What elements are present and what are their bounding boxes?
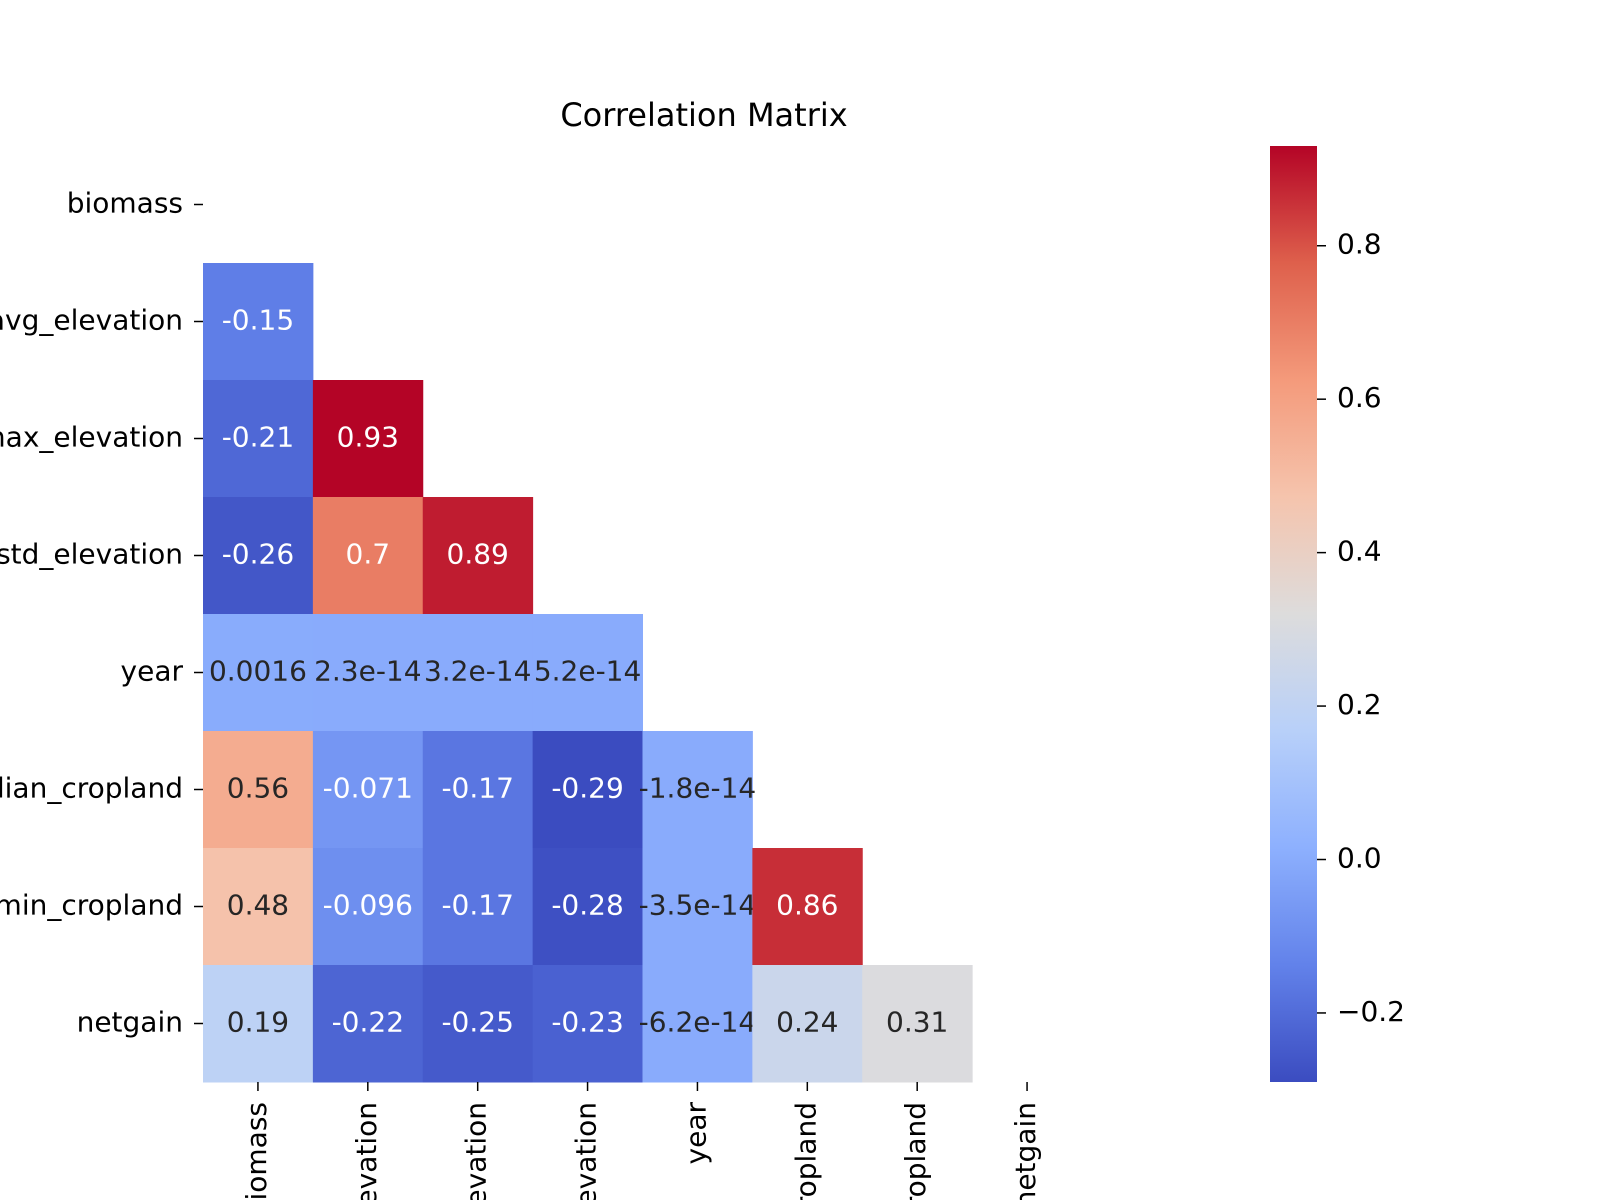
x-tick-label: std_elevation (570, 1102, 603, 1200)
heatmap-cell (532, 614, 643, 732)
heatmap-cell (312, 497, 424, 615)
x-tick-label: median_cropland (789, 1102, 822, 1200)
heatmap-cell (422, 731, 534, 849)
heatmap-cell (532, 965, 643, 1083)
x-tick-label: year (679, 1102, 712, 1165)
cell-label: 0.89 (447, 538, 509, 571)
cell-label: 5.2e-14 (534, 655, 642, 688)
cell-label: -0.23 (551, 1006, 623, 1039)
heatmap-cell (203, 263, 314, 381)
heatmap-cell (642, 848, 753, 966)
cell-label: 0.24 (776, 1006, 838, 1039)
heatmap-cell (862, 965, 973, 1083)
heatmap-cell (642, 965, 753, 1083)
cell-label: 0.93 (337, 421, 399, 454)
cell-label: 0.86 (776, 889, 838, 922)
cell-label: -0.15 (222, 304, 294, 337)
heatmap-cell (203, 848, 314, 966)
heatmap-cell (312, 848, 424, 966)
colorbar (1270, 146, 1317, 1082)
cell-label: -0.28 (551, 889, 623, 922)
heatmap-cell (422, 497, 534, 615)
cell-label: -0.071 (323, 772, 413, 805)
cell-label: 0.7 (346, 538, 391, 571)
y-tick-label: avg_elevation (0, 304, 183, 337)
heatmap-cell (532, 848, 643, 966)
heatmap-cell (642, 731, 753, 849)
heatmap-cell (203, 614, 314, 732)
cell-label: -0.29 (551, 772, 623, 805)
x-tick-label: avg_elevation (350, 1102, 383, 1200)
colorbar-tick-label: 0.8 (1337, 228, 1382, 261)
colorbar-tick-label: 0.0 (1337, 842, 1382, 875)
heatmap-cell (422, 965, 534, 1083)
cell-label: -0.26 (222, 538, 294, 571)
x-tick-label: min_cropland (899, 1102, 932, 1200)
heatmap-cell (532, 731, 643, 849)
cell-label: 0.0016 (209, 655, 307, 688)
chart-title: Correlation Matrix (560, 96, 847, 134)
colorbar-tick-label: 0.4 (1337, 535, 1382, 568)
cell-label: -0.17 (441, 889, 513, 922)
cell-label: -6.2e-14 (639, 1006, 757, 1039)
y-tick-label: min_cropland (0, 889, 183, 922)
cell-label: -0.21 (222, 421, 294, 454)
x-tick-label: netgain (1009, 1102, 1042, 1200)
cell-label: 0.48 (227, 889, 289, 922)
heatmap-cell (752, 848, 863, 966)
x-tick-label: biomass (240, 1102, 273, 1200)
cell-label: 3.2e-14 (424, 655, 532, 688)
y-tick-label: biomass (67, 187, 183, 220)
cell-label: -0.25 (441, 1006, 513, 1039)
heatmap-cell (203, 731, 314, 849)
heatmap-cell (203, 497, 314, 615)
y-tick-label: max_elevation (0, 421, 183, 454)
heatmap-cell (203, 965, 314, 1083)
cell-label: -0.22 (332, 1006, 404, 1039)
cell-label: 0.19 (227, 1006, 289, 1039)
cell-label: -1.8e-14 (639, 772, 757, 805)
x-tick-label: max_elevation (460, 1102, 493, 1200)
cell-label: 0.56 (227, 772, 289, 805)
cell-label: -3.5e-14 (639, 889, 757, 922)
cell-label: -0.096 (323, 889, 413, 922)
colorbar-tick-label: 0.2 (1337, 688, 1382, 721)
heatmap-cell (422, 614, 534, 732)
y-tick-label: median_cropland (0, 772, 183, 805)
y-tick-label: year (121, 655, 184, 688)
heatmap-cell (422, 848, 534, 966)
colorbar-tick-label: 0.6 (1337, 381, 1382, 414)
heatmap-cell (312, 965, 424, 1083)
heatmap-cell (312, 614, 424, 732)
y-tick-label: netgain (77, 1006, 183, 1039)
heatmap-cell (752, 965, 863, 1083)
cell-label: -0.17 (441, 772, 513, 805)
heatmap-cell (203, 380, 314, 498)
colorbar-tick-label: −0.2 (1337, 995, 1405, 1028)
y-tick-label: std_elevation (0, 538, 183, 571)
heatmap-cell (312, 731, 424, 849)
cell-label: 2.3e-14 (314, 655, 422, 688)
cell-label: 0.31 (886, 1006, 948, 1039)
heatmap-cell (312, 380, 424, 498)
